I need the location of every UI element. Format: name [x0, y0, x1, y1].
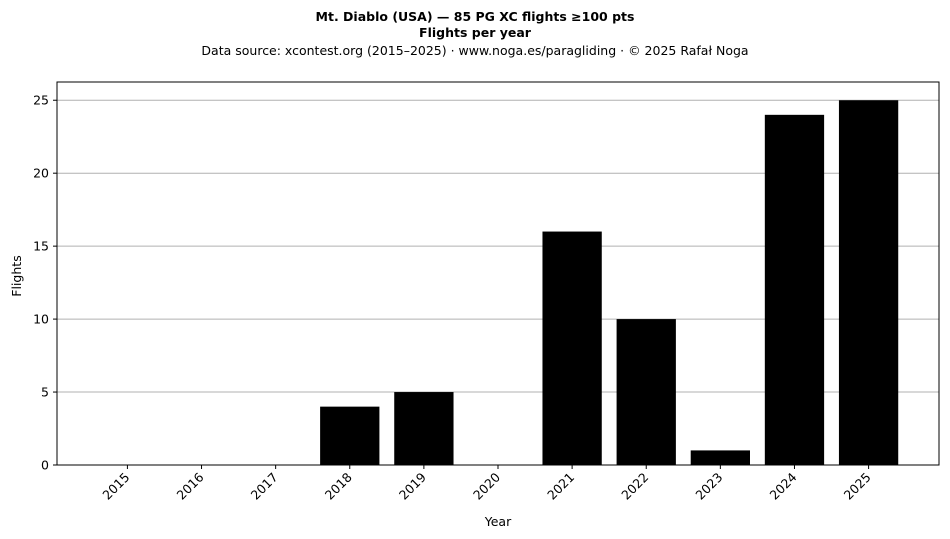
y-axis-label: Flights: [9, 255, 24, 296]
y-tick-label: 20: [33, 166, 49, 181]
bar: [838, 100, 899, 465]
bar: [394, 392, 454, 465]
y-axis: 0 5 10 15 20 25: [33, 93, 57, 473]
bar: [764, 114, 825, 465]
x-axis: 2015 2016 2017 2018 2019 2020 2021 2022 2023 2024…: [99, 465, 874, 503]
chart-subtitle: Flights per year: [419, 25, 531, 40]
bar: [320, 406, 380, 465]
y-tick-label: 5: [41, 385, 49, 400]
y-tick-label: 25: [33, 93, 49, 108]
bars: [320, 100, 899, 465]
chart-source: Data source: xcontest.org (2015–2025) · …: [201, 43, 749, 58]
x-tick-label: 2022: [618, 470, 651, 503]
x-tick-label: 2025: [841, 470, 874, 503]
y-tick-label: 0: [41, 458, 49, 473]
x-tick-label: 2018: [322, 469, 355, 502]
x-tick-label: 2019: [396, 469, 429, 502]
x-tick-label: 2020: [470, 469, 503, 502]
bar: [542, 231, 602, 465]
x-tick-label: 2016: [174, 469, 207, 502]
y-tick-label: 15: [33, 239, 49, 254]
x-axis-label: Year: [484, 514, 512, 529]
x-tick-label: 2015: [99, 470, 132, 503]
bar: [616, 319, 676, 465]
x-tick-label: 2023: [692, 470, 725, 503]
x-tick-label: 2024: [766, 469, 799, 502]
x-tick-label: 2021: [544, 470, 577, 503]
bar: [690, 450, 750, 465]
x-tick-label: 2017: [248, 470, 281, 503]
y-tick-label: 10: [33, 312, 49, 327]
chart-title: Mt. Diablo (USA) — 85 PG XC flights ≥100…: [315, 9, 635, 24]
